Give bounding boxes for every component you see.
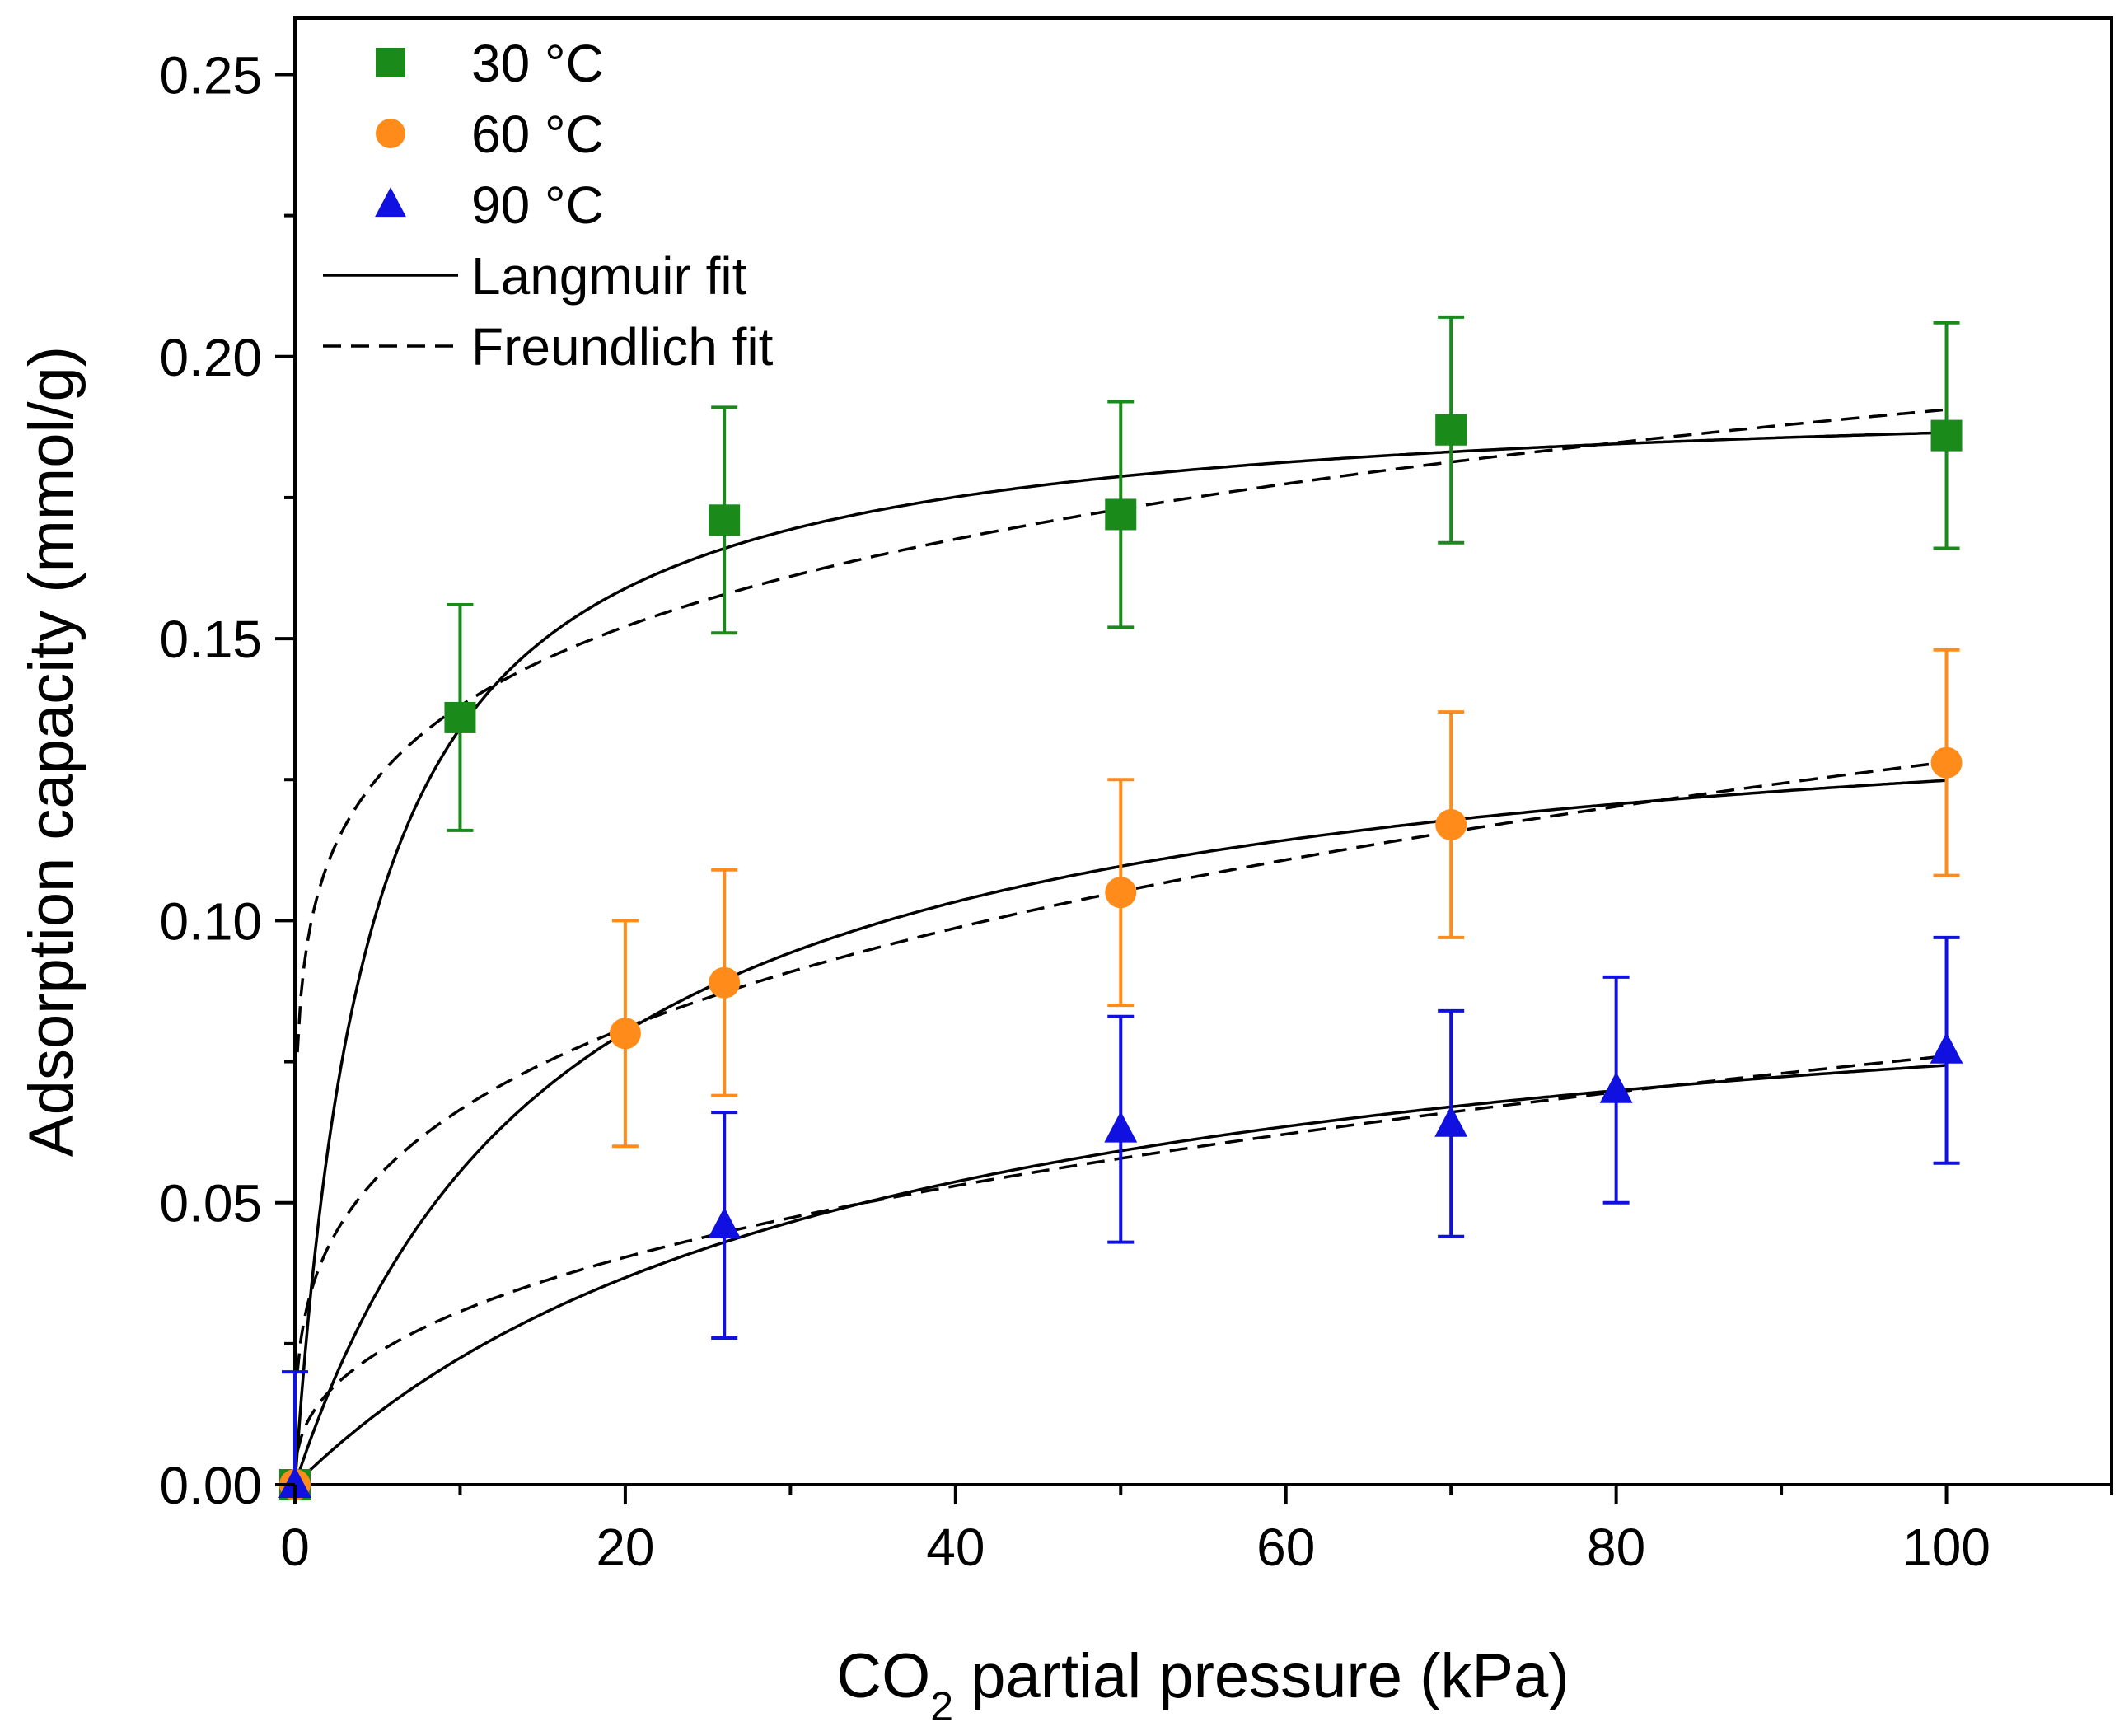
y-tick-label: 0.15	[159, 610, 262, 669]
x-axis-ticks: 0 20 40 60 80 100	[280, 1485, 2113, 1577]
data-point-90-c	[1930, 1032, 1963, 1064]
y-tick-label: 0.10	[159, 891, 262, 951]
x-tick-label: 40	[926, 1518, 985, 1577]
data-point-60-c	[1435, 809, 1467, 840]
legend-label: 30 °C	[471, 34, 604, 93]
legend-entry-langmuir-fit: Langmuir fit	[323, 246, 747, 306]
legend-entry-90-c: 90 °C	[375, 175, 604, 235]
x-tick-label: 100	[1902, 1518, 1991, 1577]
x-tick-label: 80	[1587, 1518, 1645, 1577]
data-point-60-c	[709, 966, 741, 999]
legend-marker	[376, 48, 405, 77]
legend-entry-30-c: 30 °C	[376, 34, 604, 93]
data-point-30-c	[709, 504, 741, 536]
y-tick-label: 0.25	[159, 45, 262, 105]
y-axis-title: Adsorption capacity (mmol/g)	[16, 346, 87, 1157]
y-tick-label: 0.05	[159, 1174, 262, 1233]
plot-frame	[293, 16, 2113, 1486]
y-tick-label: 0.20	[159, 328, 262, 387]
data-point-90-c	[1104, 1111, 1138, 1143]
data-point-60-c	[1930, 746, 1963, 779]
legend-marker	[375, 187, 406, 218]
legend-label: 60 °C	[471, 105, 604, 164]
legend-label: 90 °C	[471, 175, 604, 235]
data-point-30-c	[444, 701, 476, 733]
y-axis-ticks: 0.00 0.05 0.10 0.15 0.20 0.25	[159, 45, 295, 1515]
legend-label: Freundlich fit	[471, 317, 774, 377]
data-point-30-c	[1105, 498, 1137, 531]
data-points	[278, 414, 1963, 1500]
data-point-90-c	[708, 1207, 742, 1239]
data-point-60-c	[609, 1018, 641, 1050]
data-point-60-c	[1105, 877, 1137, 909]
y-tick-label: 0.00	[159, 1456, 262, 1515]
x-tick-label: 20	[596, 1518, 654, 1577]
legend-entry-freundlich-fit: Freundlich fit	[323, 317, 774, 377]
legend-entry-60-c: 60 °C	[376, 105, 604, 164]
legend-marker	[376, 119, 405, 148]
x-axis-title: CO2 partial pressure (kPa)	[836, 1641, 1569, 1729]
legend: 30 °C 60 °C 90 °C Langmuir fit Freundlich fi…	[323, 34, 774, 377]
data-point-30-c	[1435, 414, 1467, 446]
x-tick-label: 0	[280, 1518, 310, 1577]
data-point-90-c	[278, 1466, 311, 1498]
x-tick-label: 60	[1256, 1518, 1315, 1577]
data-point-30-c	[1930, 419, 1963, 452]
legend-label: Langmuir fit	[471, 246, 747, 306]
data-point-90-c	[1599, 1071, 1633, 1103]
data-point-90-c	[1434, 1105, 1468, 1137]
